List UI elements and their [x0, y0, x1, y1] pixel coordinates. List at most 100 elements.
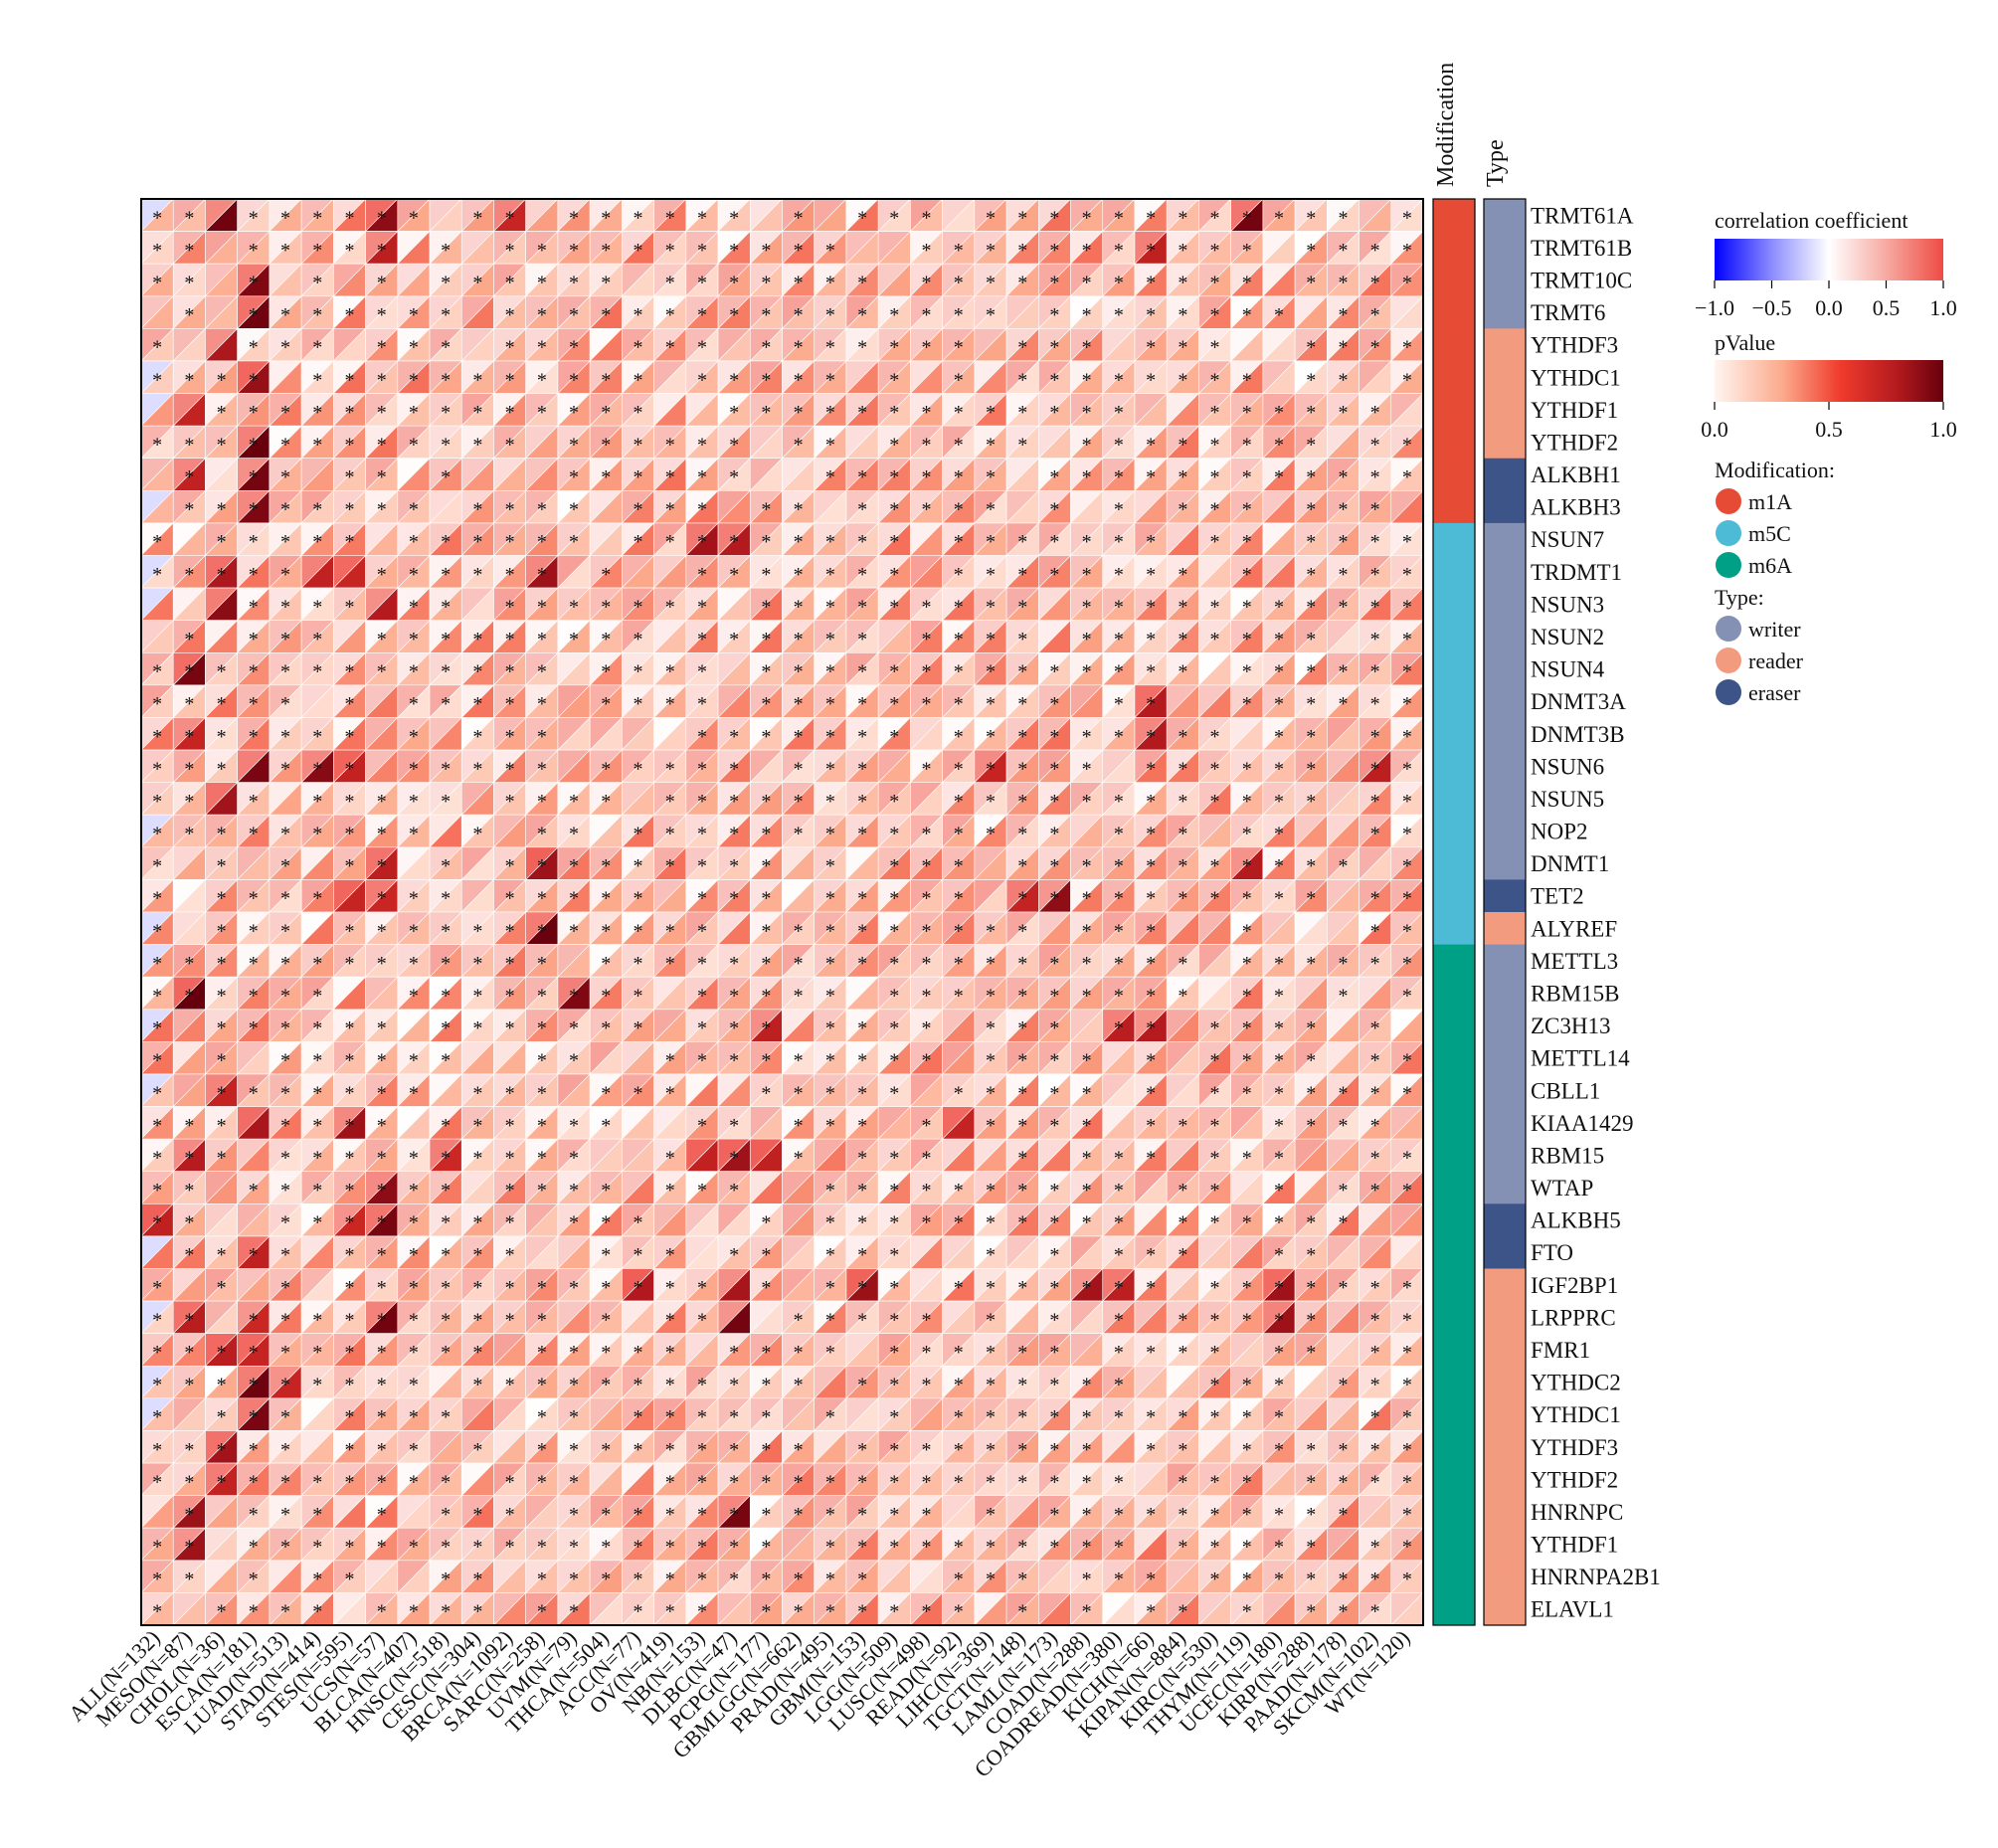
heatmap-cell	[364, 716, 399, 751]
heatmap-cell	[1262, 263, 1296, 297]
heatmap-cell	[460, 846, 495, 881]
heatmap-cell	[460, 878, 495, 913]
heatmap-cell	[1197, 943, 1232, 978]
heatmap-cell	[749, 425, 784, 460]
heatmap-cell	[1294, 814, 1329, 848]
heatmap-cell	[909, 1267, 944, 1302]
heatmap-cell	[1294, 263, 1329, 297]
heatmap-cell	[1294, 1138, 1329, 1173]
heatmap-cell	[557, 554, 591, 589]
heatmap-cell	[236, 230, 271, 265]
heatmap-cell	[1197, 651, 1232, 686]
heatmap-cell	[204, 1202, 239, 1237]
heatmap-cell	[1069, 1235, 1104, 1270]
heatmap-cell	[685, 1202, 719, 1237]
heatmap-cell	[877, 1105, 912, 1140]
heatmap-cell	[397, 457, 431, 492]
heatmap-cell	[1229, 1170, 1264, 1205]
heatmap-cell	[1229, 327, 1264, 362]
heatmap-cell	[1166, 1009, 1200, 1043]
heatmap-cell	[589, 1397, 624, 1432]
heatmap-cell	[652, 360, 687, 395]
heatmap-cell	[557, 1300, 591, 1335]
heatmap-cell	[1102, 1073, 1136, 1108]
heatmap-cell	[524, 1494, 559, 1529]
heatmap-cell	[1262, 327, 1296, 362]
heatmap-cell	[1326, 1235, 1361, 1270]
heatmap-cell	[300, 684, 335, 719]
heatmap-cell	[1005, 1494, 1040, 1529]
heatmap-cell	[557, 651, 591, 686]
heatmap-cell	[1197, 976, 1232, 1011]
heatmap-cell	[172, 1009, 207, 1043]
heatmap-cell	[845, 846, 879, 881]
heatmap-cell	[1229, 1105, 1264, 1140]
heatmap-cell	[460, 1397, 495, 1432]
heatmap-cell	[300, 1397, 335, 1432]
heatmap-cell	[1005, 457, 1040, 492]
heatmap-cell	[557, 684, 591, 719]
heatmap-cell	[1037, 587, 1072, 622]
heatmap-cell	[589, 1462, 624, 1497]
heatmap-cell	[621, 781, 655, 816]
heatmap-cell	[332, 976, 367, 1011]
heatmap-cell	[717, 911, 751, 946]
heatmap-cell	[1294, 911, 1329, 946]
heatmap-cell	[300, 554, 335, 589]
heatmap-cell	[909, 716, 944, 751]
heatmap-cell	[300, 230, 335, 265]
heatmap-cell	[1262, 230, 1296, 265]
heatmap-cell	[685, 1332, 719, 1368]
heatmap-cell	[172, 1073, 207, 1108]
heatmap-cell	[1390, 1202, 1424, 1237]
heatmap-cell	[1358, 1202, 1392, 1237]
heatmap-cell	[749, 1300, 784, 1335]
heatmap-cell	[172, 846, 207, 881]
heatmap-cell	[204, 457, 239, 492]
heatmap-cell	[300, 1267, 335, 1302]
heatmap-cell	[749, 198, 784, 233]
heatmap-cell	[524, 230, 559, 265]
heatmap-cell	[589, 1040, 624, 1075]
heatmap-cell	[1326, 781, 1361, 816]
heatmap-cell	[140, 587, 174, 622]
heatmap-cell	[652, 1105, 687, 1140]
heatmap-cell	[717, 1202, 751, 1237]
heatmap-cell	[781, 1267, 816, 1302]
heatmap-cell	[524, 425, 559, 460]
heatmap-cell	[1166, 522, 1200, 557]
heatmap-cell	[1294, 1397, 1329, 1432]
heatmap-cell	[1358, 198, 1392, 233]
heatmap-cell	[1166, 1365, 1200, 1399]
heatmap-cell	[1390, 1009, 1424, 1043]
heatmap-cell	[1326, 619, 1361, 654]
heatmap-cell	[524, 457, 559, 492]
heatmap-cell	[397, 1105, 431, 1140]
heatmap-cell	[397, 1494, 431, 1529]
heatmap-cell	[781, 1009, 816, 1043]
heatmap-cell	[140, 619, 174, 654]
heatmap-cell	[1134, 1202, 1168, 1237]
heatmap-cell	[652, 716, 687, 751]
heatmap-cell	[717, 1073, 751, 1108]
heatmap-cell	[204, 1300, 239, 1335]
heatmap-cell	[1069, 1332, 1104, 1368]
heatmap-cell	[460, 1040, 495, 1075]
heatmap-cell	[589, 327, 624, 362]
heatmap-cell	[749, 457, 784, 492]
heatmap-cell	[332, 554, 367, 589]
heatmap-cell	[781, 846, 816, 881]
heatmap-cell	[1326, 425, 1361, 460]
heatmap-cell	[1005, 1300, 1040, 1335]
heatmap-cell	[364, 522, 399, 557]
heatmap-cell	[460, 1170, 495, 1205]
heatmap-cell	[652, 976, 687, 1011]
heatmap-cell	[845, 1397, 879, 1432]
heatmap-cell	[172, 878, 207, 913]
heatmap-cell	[492, 295, 527, 330]
heatmap-cell	[1197, 911, 1232, 946]
heatmap-cell	[589, 522, 624, 557]
heatmap-cell	[685, 1073, 719, 1108]
heatmap-cell	[140, 457, 174, 492]
